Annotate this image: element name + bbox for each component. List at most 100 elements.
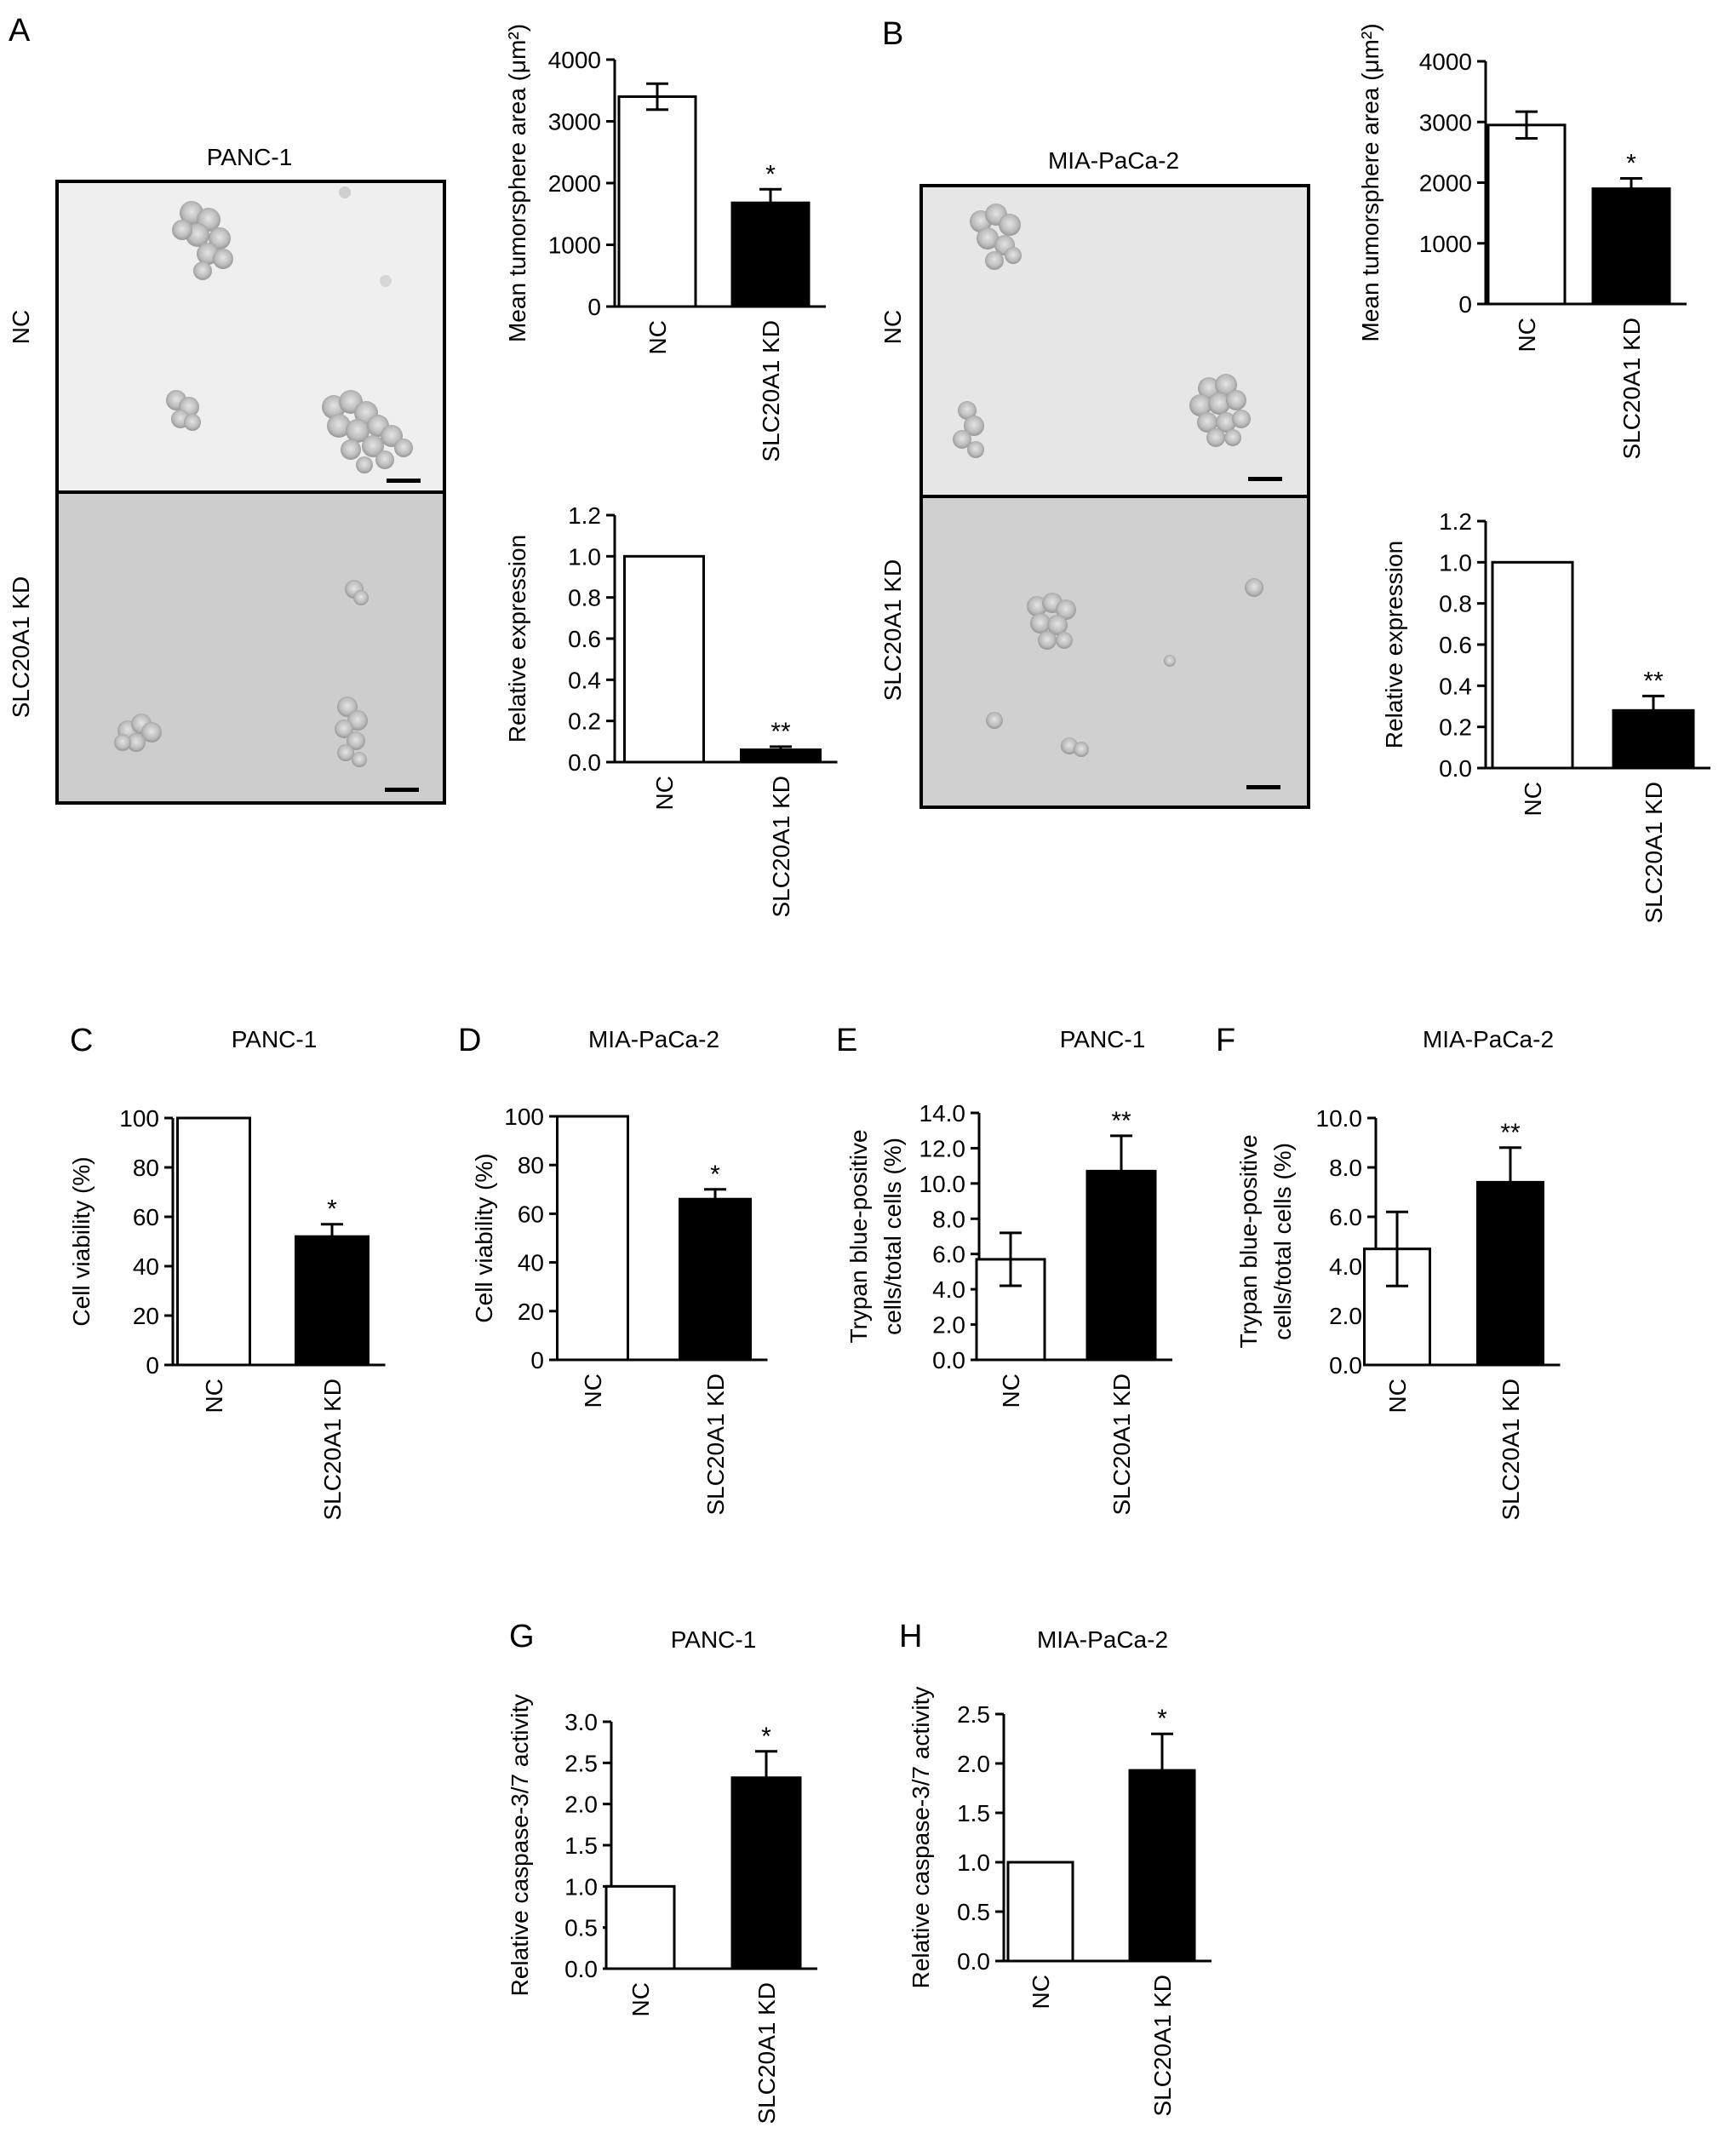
y-axis-title: Relative caspase-3/7 activity bbox=[507, 1694, 533, 1997]
y-axis-title: Trypan blue-positive bbox=[845, 1129, 872, 1343]
panel-g-letter: G bbox=[509, 1619, 535, 1654]
x-category-label: SLC20A1 KD bbox=[1498, 1379, 1524, 1521]
scale-bar bbox=[1248, 477, 1282, 481]
y-tick-label: 0.0 bbox=[1329, 1352, 1362, 1379]
y-tick-label: 0.4 bbox=[1439, 673, 1472, 699]
x-category-label: NC bbox=[580, 1373, 606, 1408]
bar-nc bbox=[1491, 560, 1574, 770]
panel-h-title: MIA-PaCa-2 bbox=[1037, 1626, 1168, 1653]
chart-b-bottom: 0.0 0.2 0.4 0.6 0.8 1.0 1.2 NC ** SLC20A1 KD Relat… bbox=[1381, 508, 1710, 924]
y-tick-label: 0.6 bbox=[1439, 632, 1472, 658]
bar-slc20a1-kd bbox=[1476, 1180, 1544, 1367]
significance-label: * bbox=[327, 1196, 337, 1224]
y-tick-label: 2000 bbox=[1419, 170, 1472, 197]
x-category-label: NC bbox=[1384, 1379, 1411, 1413]
bar-slc20a1-kd bbox=[295, 1235, 369, 1367]
bar-slc20a1-kd bbox=[1086, 1169, 1157, 1362]
bar-nc bbox=[1006, 1861, 1074, 1963]
panel-f-title: MIA-PaCa-2 bbox=[1423, 1026, 1554, 1052]
bar-nc bbox=[556, 1115, 629, 1362]
y-axis-title: Mean tumorsphere area (μm²) bbox=[504, 24, 530, 342]
y-tick-label: 3000 bbox=[548, 109, 601, 135]
y-tick-label: 2.0 bbox=[932, 1312, 965, 1339]
y-axis-title: cells/total cells (%) bbox=[879, 1138, 906, 1335]
tumorsphere-cluster bbox=[322, 390, 413, 473]
tumorsphere-cluster bbox=[953, 401, 984, 458]
single-cell bbox=[380, 275, 392, 287]
x-category-label: NC bbox=[651, 776, 678, 810]
y-tick-label: 0.0 bbox=[932, 1347, 965, 1373]
tumorsphere-cluster bbox=[114, 714, 162, 752]
significance-label: ** bbox=[1643, 667, 1664, 695]
x-category-label: SLC20A1 KD bbox=[702, 1373, 729, 1516]
significance-label: * bbox=[710, 1161, 720, 1189]
panel-f-letter: F bbox=[1216, 1023, 1235, 1058]
y-axis-title: cells/total cells (%) bbox=[1269, 1143, 1296, 1340]
tumorsphere-cluster bbox=[1027, 593, 1076, 650]
x-category-label: SLC20A1 KD bbox=[319, 1379, 346, 1521]
y-tick-label: 3.0 bbox=[564, 1709, 598, 1735]
y-tick-label: 2.0 bbox=[564, 1792, 598, 1818]
y-tick-label: 2000 bbox=[548, 170, 601, 197]
y-tick-label: 0.5 bbox=[957, 1899, 990, 1925]
panel-a-image-kd bbox=[55, 490, 446, 805]
y-axis-title: Relative expression bbox=[504, 535, 530, 743]
chart-a-top: 0 1000 2000 3000 4000 NC * SLC20A1 KD Mean tumor… bbox=[504, 24, 826, 462]
panel-a-letter: A bbox=[9, 13, 31, 49]
x-category-label: SLC20A1 KD bbox=[1108, 1373, 1135, 1516]
panel-c-title: PANC-1 bbox=[232, 1026, 318, 1052]
y-tick-label: 0.4 bbox=[568, 667, 601, 693]
scale-bar bbox=[385, 788, 419, 792]
bar-slc20a1-kd bbox=[740, 748, 822, 764]
tumorsphere-cluster bbox=[172, 201, 233, 280]
bar-slc20a1-kd bbox=[679, 1197, 752, 1362]
chart-a-bottom: 0.0 0.2 0.4 0.6 0.8 1.0 1.2 NC ** SLC20A1 KD Relat… bbox=[504, 502, 838, 918]
x-category-label: SLC20A1 KD bbox=[758, 320, 784, 462]
x-category-label: SLC20A1 KD bbox=[768, 776, 794, 918]
panel-h-letter: H bbox=[899, 1619, 922, 1654]
y-tick-label: 80 bbox=[133, 1155, 159, 1181]
x-category-label: NC bbox=[1514, 318, 1540, 352]
y-tick-label: 4.0 bbox=[1329, 1253, 1362, 1280]
significance-label: ** bbox=[770, 718, 791, 746]
y-tick-label: 8.0 bbox=[1329, 1155, 1362, 1181]
y-axis-title: Relative expression bbox=[1381, 541, 1407, 748]
y-tick-label: 0.6 bbox=[568, 626, 601, 652]
bar-slc20a1-kd bbox=[730, 1776, 802, 1970]
y-tick-label: 60 bbox=[133, 1204, 159, 1230]
y-tick-label: 1000 bbox=[1419, 231, 1472, 257]
single-cell bbox=[986, 712, 1003, 729]
panel-a-images: A PANC-1 bbox=[8, 13, 446, 805]
x-category-label: NC bbox=[627, 1982, 654, 2016]
panel-b-image-kd bbox=[919, 495, 1310, 809]
chart-c: 0 20 40 60 80 100 NC * SLC20A1 KD Cell viability … bbox=[68, 1105, 386, 1521]
y-tick-label: 100 bbox=[119, 1105, 159, 1132]
panel-a-row-label-kd: SLC20A1 KD bbox=[8, 576, 34, 719]
panel-headers: C D E F G H PANC-1 MIA-PaCa-2 PANC-1 MIA… bbox=[70, 1023, 1554, 1654]
y-tick-label: 0.2 bbox=[1439, 714, 1472, 741]
y-tick-label: 0.0 bbox=[1439, 755, 1472, 782]
chart-b-top: 0 1000 2000 3000 4000 NC * SLC20A1 KD Mean tumor… bbox=[1357, 23, 1687, 460]
panel-a-row-label-nc: NC bbox=[8, 310, 34, 344]
x-category-label: NC bbox=[644, 320, 671, 354]
y-axis-title: Trypan blue-positive bbox=[1235, 1134, 1262, 1348]
bar-nc bbox=[176, 1116, 251, 1367]
y-tick-label: 3000 bbox=[1419, 109, 1472, 135]
y-tick-label: 0 bbox=[1458, 291, 1472, 318]
y-tick-label: 4.0 bbox=[932, 1276, 965, 1303]
significance-label: * bbox=[1157, 1705, 1167, 1733]
tumorsphere-cluster bbox=[166, 390, 201, 431]
significance-label: ** bbox=[1500, 1119, 1521, 1147]
x-category-label: NC bbox=[1520, 782, 1546, 816]
y-axis-title: Mean tumorsphere area (μm²) bbox=[1357, 23, 1383, 341]
tumorsphere-cluster bbox=[1189, 374, 1251, 447]
bar-slc20a1-kd bbox=[1612, 708, 1695, 770]
y-tick-label: 2.5 bbox=[957, 1701, 990, 1728]
panel-b-image-nc bbox=[919, 184, 1310, 498]
significance-label: * bbox=[765, 160, 776, 188]
tumorsphere-cluster bbox=[335, 697, 368, 767]
y-tick-label: 0 bbox=[530, 1347, 544, 1373]
single-cell bbox=[339, 186, 351, 198]
y-tick-label: 2.5 bbox=[564, 1750, 598, 1776]
